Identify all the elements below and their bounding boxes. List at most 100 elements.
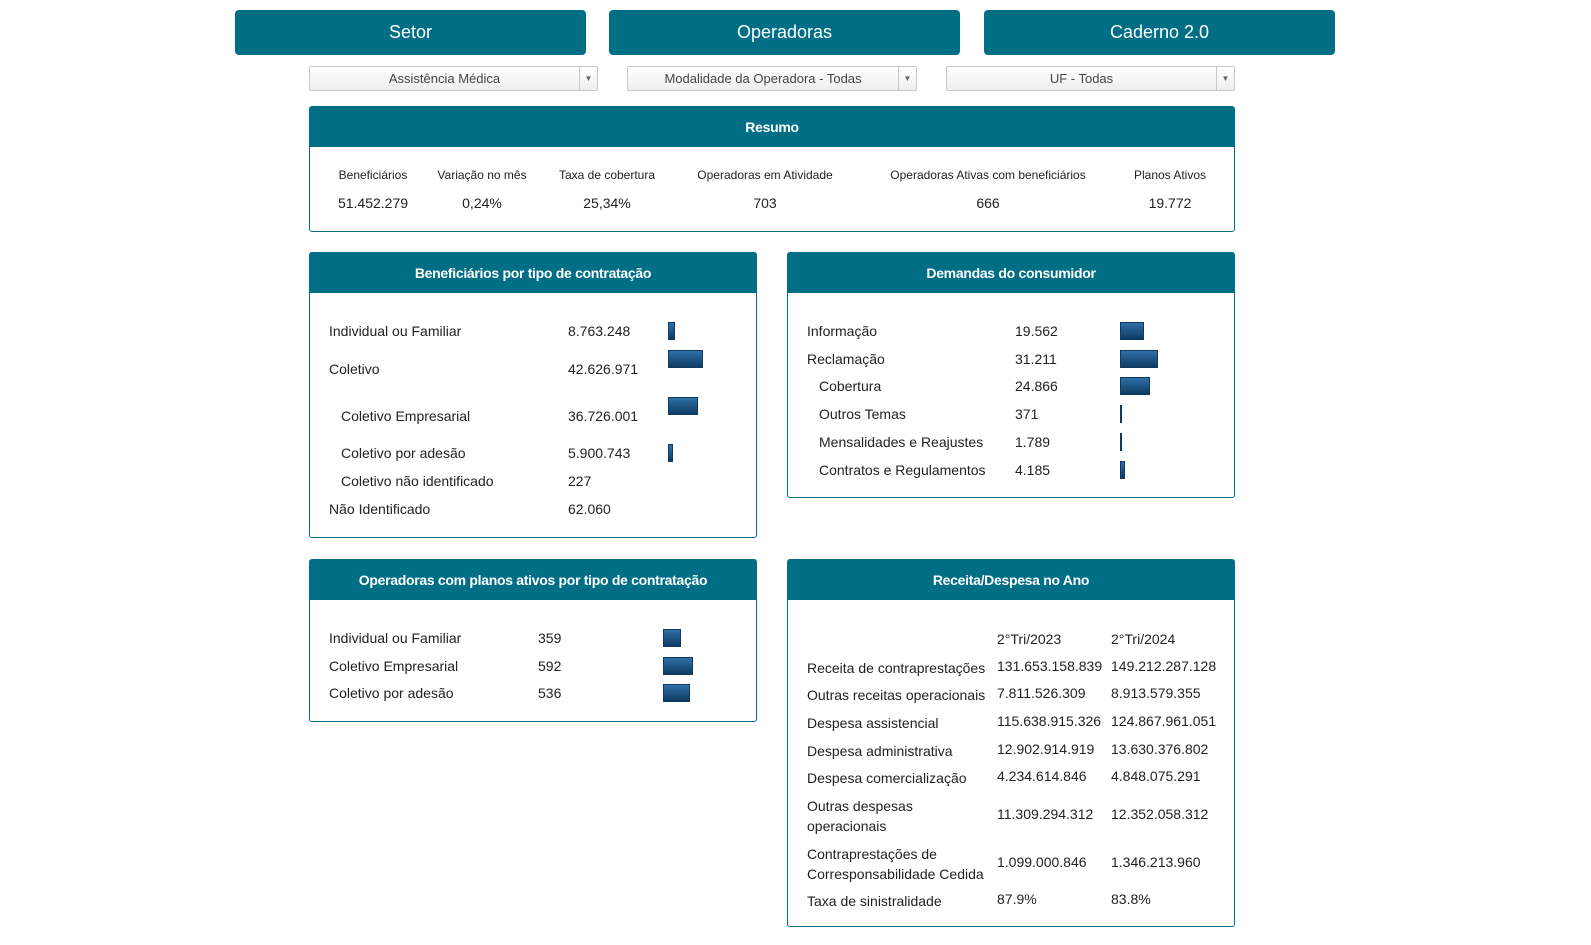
beneficiarios-bar (668, 322, 675, 340)
beneficiarios-bar (668, 350, 703, 368)
resumo-value: 51.452.279 (337, 195, 409, 211)
beneficiarios-row-label: Coletivo (329, 361, 380, 377)
receita-panel: Receita/Despesa no Ano 2°Tri/2023 2°Tri/… (787, 559, 1235, 927)
receita-row-label: Contraprestações de Corresponsabilidade … (807, 846, 984, 882)
operadoras-row-value: 536 (538, 685, 562, 701)
beneficiarios-row-value: 62.060 (568, 501, 611, 517)
uf-select[interactable]: UF - Todas ▼ (946, 66, 1235, 91)
receita-row-value-2023: 87.9% (997, 891, 1037, 907)
beneficiarios-title: Beneficiários por tipo de contratação (310, 253, 756, 293)
demandas-row-value: 19.562 (1015, 323, 1058, 339)
receita-row-value-2023: 1.099.000.846 (997, 854, 1087, 870)
resumo-label: Beneficiários (338, 168, 408, 182)
demandas-row-value: 1.789 (1015, 434, 1051, 450)
receita-row-value-2023: 7.811.526.309 (997, 685, 1086, 701)
receita-title: Receita/Despesa no Ano (788, 560, 1234, 600)
receita-row-label: Despesa assistencial (807, 715, 939, 731)
beneficiarios-row-value: 5.900.743 (568, 445, 631, 461)
caderno-button[interactable]: Caderno 2.0 (984, 10, 1335, 55)
demandas-row-value: 31.211 (1015, 351, 1057, 367)
receita-row-value-2023: 12.902.914.919 (997, 741, 1095, 757)
beneficiarios-row-value: 42.626.971 (568, 361, 639, 377)
chevron-down-icon: ▼ (1216, 67, 1234, 90)
resumo-label: Taxa de cobertura (558, 168, 656, 182)
demandas-panel: Demandas do consumidor Informação 19.562 R… (787, 252, 1235, 498)
modality-select[interactable]: Modalidade da Operadora - Todas ▼ (627, 66, 917, 91)
demandas-row-label: Informação (807, 323, 878, 339)
demandas-row-label: Reclamação (807, 351, 885, 367)
receita-row-value-2024: 8.913.579.355 (1111, 685, 1201, 701)
chevron-down-icon: ▼ (579, 67, 597, 90)
receita-row-label: Receita de contraprestações (807, 660, 986, 676)
segment-select[interactable]: Assistência Médica ▼ (309, 66, 598, 91)
beneficiarios-row-label: Coletivo não identificado (341, 473, 494, 489)
receita-col2-header: 2°Tri/2024 (1111, 631, 1176, 647)
receita-row-value-2024: 4.848.075.291 (1111, 768, 1201, 784)
receita-row-value-2024: 1.346.213.960 (1111, 854, 1201, 870)
receita-row-label: Despesa administrativa (807, 743, 953, 759)
setor-button[interactable]: Setor (235, 10, 586, 55)
resumo-value: 19.772 (1148, 195, 1192, 211)
operadoras-row-label: Coletivo Empresarial (329, 658, 459, 674)
resumo-label: Operadoras Ativas com beneficiários (890, 168, 1086, 182)
resumo-label: Planos Ativos (1133, 168, 1207, 182)
receita-row-value-2024: 124.867.961.051 (1111, 713, 1217, 729)
demandas-bar (1120, 322, 1144, 340)
demandas-row-value: 4.185 (1015, 462, 1051, 478)
segment-select-value: Assistência Médica (388, 71, 501, 86)
resumo-value: 703 (753, 195, 777, 211)
demandas-row-label: Contratos e Regulamentos (819, 462, 986, 478)
demandas-bar (1120, 433, 1122, 451)
receita-row-value-2024: 12.352.058.312 (1111, 806, 1209, 822)
receita-row-value-2024: 149.212.287.128 (1111, 658, 1217, 674)
uf-select-value: UF - Todas (1049, 71, 1114, 86)
demandas-row-value: 371 (1015, 406, 1039, 422)
receita-row-value-2023: 131.653.158.839 (997, 658, 1103, 674)
operadoras-bar (663, 684, 690, 702)
receita-row-label: Outras despesas operacionais (807, 798, 913, 834)
resumo-value: 25,34% (583, 195, 631, 211)
resumo-value: 0,24% (462, 195, 502, 211)
receita-row-value-2023: 115.638.915.326 (997, 713, 1102, 729)
operadoras-row-label: Coletivo por adesão (329, 685, 454, 701)
modality-select-value: Modalidade da Operadora - Todas (664, 71, 862, 86)
resumo-title: Resumo (310, 107, 1234, 147)
operadoras-bar (663, 629, 681, 647)
operadoras-panel: Operadoras com planos ativos por tipo de… (309, 559, 757, 722)
demandas-row-value: 24.866 (1015, 378, 1058, 394)
operadoras-row-label: Individual ou Familiar (329, 630, 462, 646)
receita-row-label: Taxa de sinistralidade (807, 893, 942, 909)
operadoras-row-value: 592 (538, 658, 562, 674)
receita-col1-header: 2°Tri/2023 (997, 631, 1062, 647)
receita-row-label: Outras receitas operacionais (807, 687, 986, 703)
receita-row-value-2024: 13.630.376.802 (1111, 741, 1209, 757)
demandas-row-label: Cobertura (819, 378, 882, 394)
beneficiarios-row-label: Coletivo Empresarial (341, 408, 471, 424)
beneficiarios-row-label: Individual ou Familiar (329, 323, 462, 339)
resumo-label: Operadoras em Atividade (697, 168, 833, 182)
beneficiarios-row-value: 36.726.001 (568, 408, 639, 424)
operadoras-row-value: 359 (538, 630, 562, 646)
chevron-down-icon: ▼ (898, 67, 916, 90)
resumo-label: Variação no mês (437, 168, 527, 182)
receita-row-label: Despesa comercialização (807, 770, 967, 786)
receita-row-value-2024: 83.8% (1111, 891, 1151, 907)
operadoras-bar (663, 657, 693, 675)
operadoras-title: Operadoras com planos ativos por tipo de… (310, 560, 756, 600)
beneficiarios-row-label: Coletivo por adesão (341, 445, 466, 461)
beneficiarios-row-label: Não Identificado (329, 501, 431, 517)
beneficiarios-panel: Beneficiários por tipo de contratação In… (309, 252, 757, 538)
demandas-row-label: Outros Temas (819, 406, 906, 422)
demandas-bar (1120, 461, 1125, 479)
beneficiarios-row-value: 227 (568, 473, 592, 489)
demandas-bar (1120, 350, 1158, 368)
demandas-bar (1120, 405, 1122, 423)
demandas-bar (1120, 377, 1150, 395)
receita-row-value-2023: 11.309.294.312 (997, 806, 1094, 822)
beneficiarios-bar (668, 444, 673, 462)
operadoras-button[interactable]: Operadoras (609, 10, 960, 55)
demandas-title: Demandas do consumidor (788, 253, 1234, 293)
demandas-row-label: Mensalidades e Reajustes (819, 434, 984, 450)
resumo-panel: Resumo Beneficiários 51.452.279 Variação n… (309, 106, 1235, 232)
beneficiarios-row-value: 8.763.248 (568, 323, 631, 339)
